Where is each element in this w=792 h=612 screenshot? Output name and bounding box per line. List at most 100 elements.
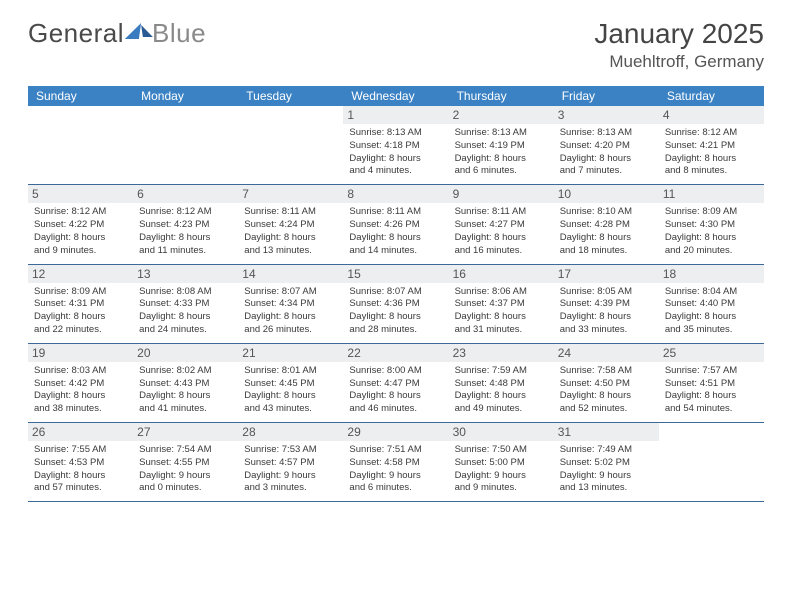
day-number: 25: [659, 344, 764, 362]
day-cell: 12 Sunrise: 8:09 AMSunset: 4:31 PMDayligh…: [28, 265, 133, 343]
day-info: Sunrise: 8:13 AMSunset: 4:19 PMDaylight:…: [455, 127, 548, 178]
day-number: 8: [343, 185, 448, 203]
day-cell: 13 Sunrise: 8:08 AMSunset: 4:33 PMDayligh…: [133, 265, 238, 343]
day-header: Wednesday: [343, 86, 448, 106]
day-info: Sunrise: 8:12 AMSunset: 4:22 PMDaylight:…: [34, 206, 127, 257]
day-cell: 30 Sunrise: 7:50 AMSunset: 5:00 PMDayligh…: [449, 423, 554, 501]
logo-sail-icon-2: [141, 25, 153, 37]
day-info: Sunrise: 7:51 AMSunset: 4:58 PMDaylight:…: [349, 444, 442, 495]
day-cell: 27 Sunrise: 7:54 AMSunset: 4:55 PMDayligh…: [133, 423, 238, 501]
day-info: Sunrise: 8:12 AMSunset: 4:21 PMDaylight:…: [665, 127, 758, 178]
day-header: Thursday: [449, 86, 554, 106]
day-cell: 11Sunrise: 8:09 AMSunset: 4:30 PMDayligh…: [659, 185, 764, 263]
day-number: 31: [554, 423, 659, 441]
day-info: Sunrise: 7:58 AMSunset: 4:50 PMDaylight:…: [560, 365, 653, 416]
day-number: 3: [554, 106, 659, 124]
day-number: 21: [238, 344, 343, 362]
day-cell: 20Sunrise: 8:02 AMSunset: 4:43 PMDayligh…: [133, 344, 238, 422]
day-number: 9: [449, 185, 554, 203]
day-number: 28: [238, 423, 343, 441]
day-cell: 26Sunrise: 7:55 AMSunset: 4:53 PMDayligh…: [28, 423, 133, 501]
day-number: 10: [554, 185, 659, 203]
day-info: Sunrise: 7:54 AMSunset: 4:55 PMDaylight:…: [139, 444, 232, 495]
day-cell: 15 Sunrise: 8:07 AMSunset: 4:36 PMDayligh…: [343, 265, 448, 343]
day-number: 4: [659, 106, 764, 124]
day-number: 1: [343, 106, 448, 124]
week-row: 12 Sunrise: 8:09 AMSunset: 4:31 PMDayligh…: [28, 265, 764, 344]
day-info: Sunrise: 8:05 AMSunset: 4:39 PMDaylight:…: [560, 286, 653, 337]
day-info: Sunrise: 8:04 AMSunset: 4:40 PMDaylight:…: [665, 286, 758, 337]
day-number: 16: [449, 265, 554, 283]
day-cell: 9 Sunrise: 8:11 AMSunset: 4:27 PMDaylight…: [449, 185, 554, 263]
day-info: Sunrise: 8:13 AMSunset: 4:20 PMDaylight:…: [560, 127, 653, 178]
day-cell: 3 Sunrise: 8:13 AMSunset: 4:20 PMDaylight…: [554, 106, 659, 184]
week-row: 5 Sunrise: 8:12 AMSunset: 4:22 PMDaylight…: [28, 185, 764, 264]
day-cell: 6 Sunrise: 8:12 AMSunset: 4:23 PMDaylight…: [133, 185, 238, 263]
day-cell: 19 Sunrise: 8:03 AMSunset: 4:42 PMDayligh…: [28, 344, 133, 422]
day-header: Saturday: [659, 86, 764, 106]
header: General Blue January 2025 Muehltroff, Ge…: [28, 18, 764, 72]
day-number: 27: [133, 423, 238, 441]
day-number: 18: [659, 265, 764, 283]
day-info: Sunrise: 8:01 AMSunset: 4:45 PMDaylight:…: [244, 365, 337, 416]
day-info: Sunrise: 8:09 AMSunset: 4:31 PMDaylight:…: [34, 286, 127, 337]
title-block: January 2025 Muehltroff, Germany: [594, 18, 764, 72]
day-cell: 7 Sunrise: 8:11 AMSunset: 4:24 PMDaylight…: [238, 185, 343, 263]
day-number: 11: [659, 185, 764, 203]
week-row: 26Sunrise: 7:55 AMSunset: 4:53 PMDayligh…: [28, 423, 764, 502]
day-cell: 10Sunrise: 8:10 AMSunset: 4:28 PMDayligh…: [554, 185, 659, 263]
day-number: 7: [238, 185, 343, 203]
day-cell: 18 Sunrise: 8:04 AMSunset: 4:40 PMDayligh…: [659, 265, 764, 343]
day-number: 12: [28, 265, 133, 283]
day-info: Sunrise: 8:11 AMSunset: 4:26 PMDaylight:…: [349, 206, 442, 257]
day-info: Sunrise: 8:13 AMSunset: 4:18 PMDaylight:…: [349, 127, 442, 178]
day-info: Sunrise: 8:00 AMSunset: 4:47 PMDaylight:…: [349, 365, 442, 416]
day-header: Sunday: [28, 86, 133, 106]
day-info: Sunrise: 8:07 AMSunset: 4:34 PMDaylight:…: [244, 286, 337, 337]
day-number: 26: [28, 423, 133, 441]
day-info: Sunrise: 8:07 AMSunset: 4:36 PMDaylight:…: [349, 286, 442, 337]
day-cell: [28, 106, 133, 184]
week-row: 1 Sunrise: 8:13 AMSunset: 4:18 PMDaylight…: [28, 106, 764, 185]
day-info: Sunrise: 8:11 AMSunset: 4:27 PMDaylight:…: [455, 206, 548, 257]
day-info: Sunrise: 8:06 AMSunset: 4:37 PMDaylight:…: [455, 286, 548, 337]
day-info: Sunrise: 8:03 AMSunset: 4:42 PMDaylight:…: [34, 365, 127, 416]
day-info: Sunrise: 7:50 AMSunset: 5:00 PMDaylight:…: [455, 444, 548, 495]
day-info: Sunrise: 8:08 AMSunset: 4:33 PMDaylight:…: [139, 286, 232, 337]
week-row: 19 Sunrise: 8:03 AMSunset: 4:42 PMDayligh…: [28, 344, 764, 423]
day-cell: 4 Sunrise: 8:12 AMSunset: 4:21 PMDaylight…: [659, 106, 764, 184]
day-cell: 24 Sunrise: 7:58 AMSunset: 4:50 PMDayligh…: [554, 344, 659, 422]
day-number: 5: [28, 185, 133, 203]
day-cell: 22 Sunrise: 8:00 AMSunset: 4:47 PMDayligh…: [343, 344, 448, 422]
day-cell: 5 Sunrise: 8:12 AMSunset: 4:22 PMDaylight…: [28, 185, 133, 263]
day-cell: 25Sunrise: 7:57 AMSunset: 4:51 PMDayligh…: [659, 344, 764, 422]
day-header: Friday: [554, 86, 659, 106]
day-info: Sunrise: 8:12 AMSunset: 4:23 PMDaylight:…: [139, 206, 232, 257]
day-cell: 23 Sunrise: 7:59 AMSunset: 4:48 PMDayligh…: [449, 344, 554, 422]
day-number: 6: [133, 185, 238, 203]
day-cell: 17 Sunrise: 8:05 AMSunset: 4:39 PMDayligh…: [554, 265, 659, 343]
calendar: SundayMondayTuesdayWednesdayThursdayFrid…: [28, 86, 764, 502]
day-header-row: SundayMondayTuesdayWednesdayThursdayFrid…: [28, 86, 764, 106]
day-info: Sunrise: 7:59 AMSunset: 4:48 PMDaylight:…: [455, 365, 548, 416]
day-number: 13: [133, 265, 238, 283]
day-number: 15: [343, 265, 448, 283]
day-number: 17: [554, 265, 659, 283]
day-number: 22: [343, 344, 448, 362]
logo: General Blue: [28, 18, 206, 49]
day-info: Sunrise: 8:11 AMSunset: 4:24 PMDaylight:…: [244, 206, 337, 257]
day-cell: 28 Sunrise: 7:53 AMSunset: 4:57 PMDayligh…: [238, 423, 343, 501]
day-number: 19: [28, 344, 133, 362]
day-cell: 2Sunrise: 8:13 AMSunset: 4:19 PMDaylight…: [449, 106, 554, 184]
day-cell: 8 Sunrise: 8:11 AMSunset: 4:26 PMDaylight…: [343, 185, 448, 263]
day-info: Sunrise: 7:53 AMSunset: 4:57 PMDaylight:…: [244, 444, 337, 495]
logo-text-1: General: [28, 18, 124, 49]
logo-sail-icon: [125, 23, 141, 39]
day-number: 23: [449, 344, 554, 362]
day-number: 20: [133, 344, 238, 362]
logo-text-2: Blue: [152, 18, 206, 49]
day-info: Sunrise: 7:49 AMSunset: 5:02 PMDaylight:…: [560, 444, 653, 495]
day-cell: 29Sunrise: 7:51 AMSunset: 4:58 PMDayligh…: [343, 423, 448, 501]
day-number: 24: [554, 344, 659, 362]
day-number: 30: [449, 423, 554, 441]
